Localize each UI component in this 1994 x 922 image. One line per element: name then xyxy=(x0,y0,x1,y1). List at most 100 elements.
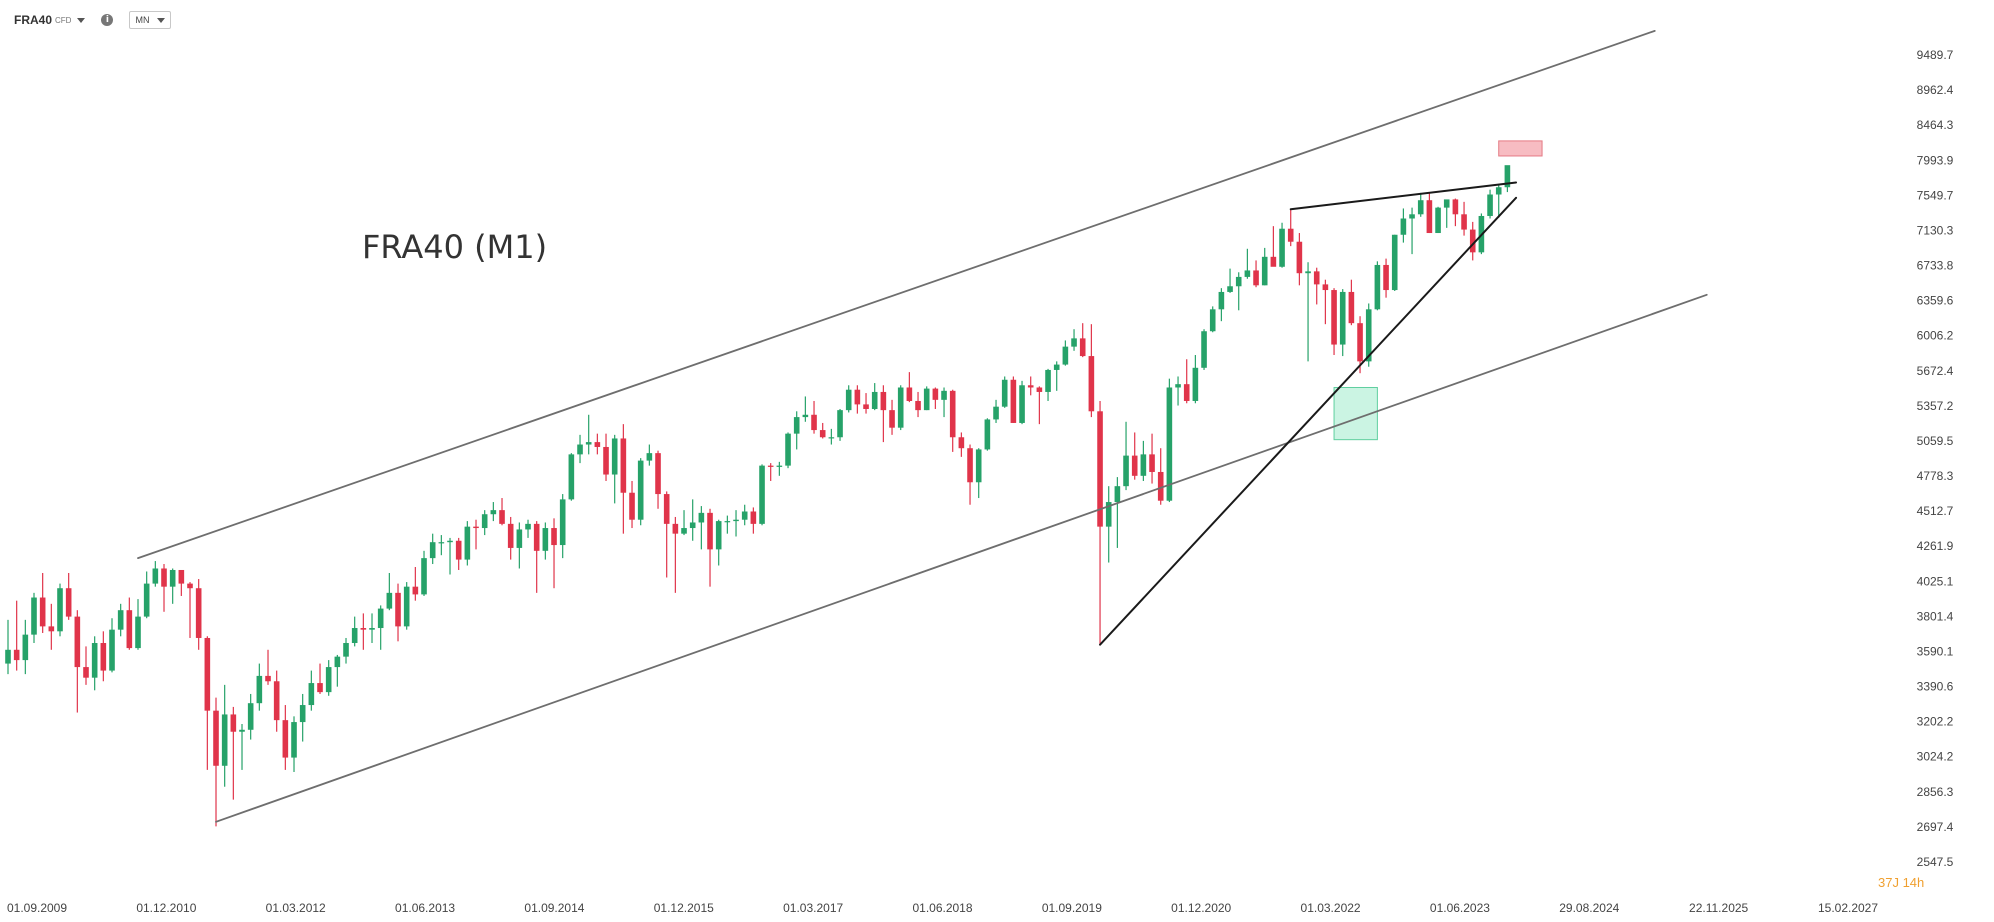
candle xyxy=(715,519,722,566)
resistance-zone xyxy=(1498,140,1543,157)
candle xyxy=(1209,306,1216,333)
candle xyxy=(741,504,748,526)
candle xyxy=(1079,323,1086,358)
y-tick-label: 3801.4 xyxy=(1917,609,1954,623)
candle xyxy=(65,572,72,620)
candle xyxy=(507,516,514,560)
candle-body xyxy=(1331,290,1337,345)
candle xyxy=(152,561,159,587)
candle xyxy=(1417,192,1424,217)
candle xyxy=(13,600,20,671)
candle xyxy=(689,499,696,541)
chart-title: FRA40 (M1) xyxy=(362,228,547,266)
candle xyxy=(542,522,549,560)
candle xyxy=(767,463,774,481)
info-icon[interactable]: i xyxy=(101,14,114,26)
candle-body xyxy=(1244,270,1251,277)
candle xyxy=(1374,261,1381,311)
x-tick-label: 01.09.2019 xyxy=(1042,901,1102,915)
candle-body xyxy=(1001,379,1008,407)
candle-body xyxy=(646,453,653,461)
candle-body xyxy=(1227,286,1233,292)
candle xyxy=(1036,386,1043,425)
candle xyxy=(663,491,670,578)
candle xyxy=(915,391,921,418)
candle xyxy=(871,383,878,411)
timeframe-value: MN xyxy=(135,15,150,25)
candle-body xyxy=(1426,200,1433,234)
candle-body xyxy=(499,510,505,524)
timeframe-select[interactable]: MN xyxy=(129,11,172,29)
candle-body xyxy=(360,628,367,630)
candle xyxy=(1313,267,1320,305)
candle-body xyxy=(1097,411,1103,527)
candle xyxy=(143,571,150,619)
x-tick-label: 01.12.2010 xyxy=(136,901,196,915)
candle-body xyxy=(1409,214,1415,219)
candle-body xyxy=(152,568,159,584)
candle xyxy=(698,506,705,550)
y-tick-label: 6733.8 xyxy=(1917,259,1954,273)
candle xyxy=(750,507,757,534)
candle-body xyxy=(57,588,63,632)
candle xyxy=(707,508,713,587)
channel-upper-line xyxy=(137,29,1656,560)
candle-body xyxy=(802,414,809,418)
candle-body xyxy=(1201,331,1207,368)
candle xyxy=(1452,198,1459,227)
candle-body xyxy=(135,616,141,649)
x-tick-label: 01.09.2014 xyxy=(524,901,584,915)
candle xyxy=(1279,222,1285,268)
candle xyxy=(1287,209,1294,247)
candle-body xyxy=(48,626,55,632)
symbol-label[interactable]: FRA40 xyxy=(14,13,53,27)
candle xyxy=(1348,279,1355,326)
candle xyxy=(516,522,523,569)
symbol-type-badge: CFD xyxy=(55,15,72,25)
candle-body xyxy=(1400,218,1407,235)
candle-body xyxy=(65,588,72,617)
candle xyxy=(1192,355,1199,404)
candle xyxy=(611,434,618,504)
candle xyxy=(828,428,835,445)
candle-body xyxy=(230,714,237,732)
zones-layer xyxy=(1333,140,1543,441)
y-tick-label: 4261.9 xyxy=(1917,539,1954,553)
candle xyxy=(785,432,791,469)
candle-body xyxy=(1383,264,1389,291)
candle xyxy=(135,599,141,650)
candle xyxy=(308,670,315,711)
candle xyxy=(91,636,98,691)
candle xyxy=(386,572,393,611)
candle xyxy=(984,418,991,451)
symbol-dropdown-chevron-icon[interactable] xyxy=(77,17,86,23)
candle-body xyxy=(247,703,254,730)
candle xyxy=(577,434,583,464)
x-tick-label: 01.06.2013 xyxy=(395,901,455,915)
candle-body xyxy=(594,442,601,447)
candle-body xyxy=(403,586,410,627)
candle-body xyxy=(1461,214,1467,230)
candle-body xyxy=(1062,346,1069,365)
candle-body xyxy=(620,438,627,493)
y-tick-label: 8464.3 xyxy=(1917,118,1954,132)
candle xyxy=(1383,258,1389,298)
candle-body xyxy=(1123,455,1129,487)
candle-body xyxy=(542,528,549,551)
candle-body xyxy=(386,592,393,609)
candle xyxy=(646,444,653,466)
candle xyxy=(256,663,263,711)
candle-body xyxy=(1348,291,1355,324)
candle xyxy=(299,693,306,742)
candle-body xyxy=(759,465,765,524)
candle-body xyxy=(1105,502,1112,527)
candle xyxy=(1504,165,1511,193)
candle-body xyxy=(1157,471,1164,501)
candle-body xyxy=(83,667,89,678)
candle xyxy=(733,510,739,537)
candle xyxy=(221,684,228,787)
candle xyxy=(230,706,237,800)
candle xyxy=(1305,262,1311,362)
candle-body xyxy=(490,510,497,515)
